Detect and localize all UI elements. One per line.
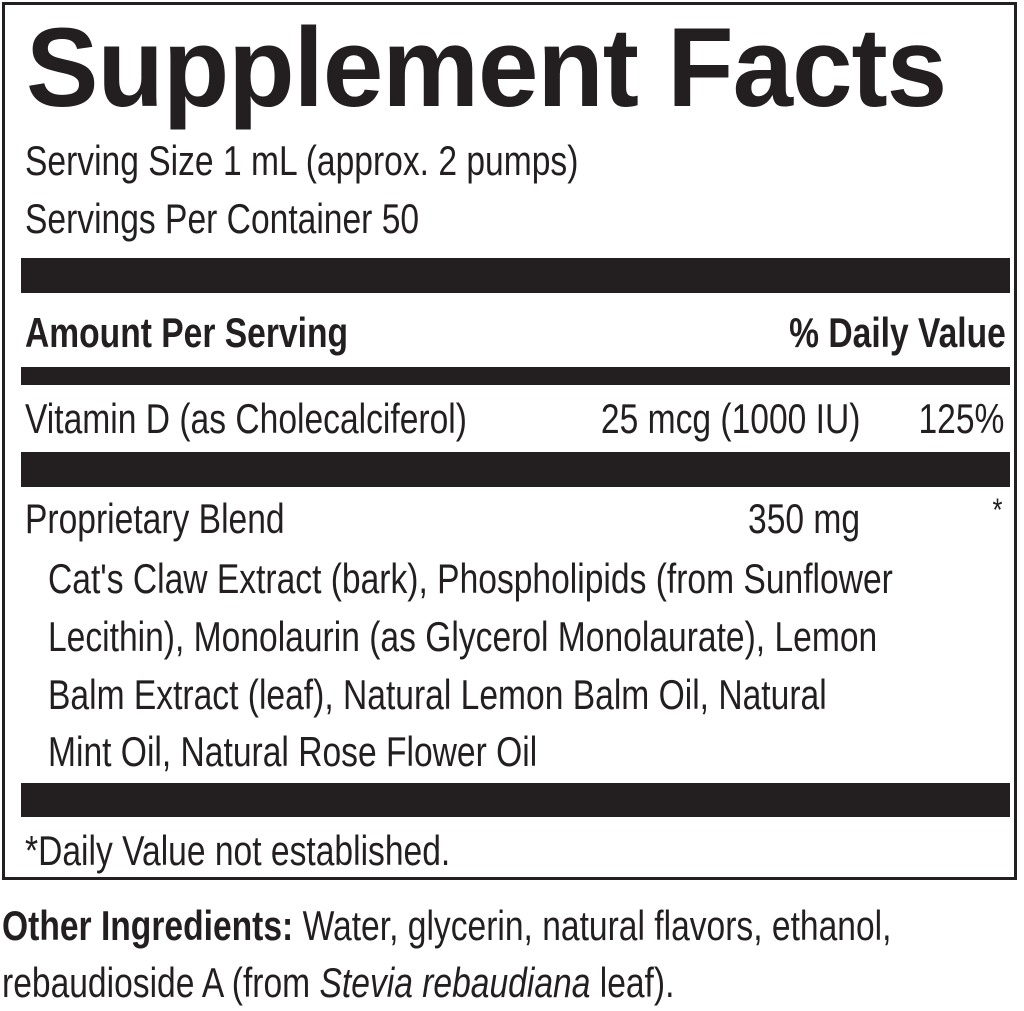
blend-dv: *: [992, 492, 1002, 528]
other-ingredients-text: leaf).: [590, 959, 675, 1006]
blend-name: Proprietary Blend: [25, 495, 285, 542]
other-ingredients-line: rebaudioside A (from Stevia rebaudiana l…: [2, 962, 674, 1004]
blend-ingredients-line: Mint Oil, Natural Rose Flower Oil: [48, 728, 538, 775]
other-ingredients-text: rebaudioside A (from: [2, 959, 320, 1006]
stevia-name: Stevia rebaudiana: [319, 959, 591, 1006]
supplement-facts-panel: [2, 2, 1017, 880]
divider-thick: [21, 258, 1010, 293]
vitamin-d-dv: 125%: [918, 395, 1004, 442]
blend-ingredients-line: Balm Extract (leaf), Natural Lemon Balm …: [48, 671, 827, 718]
footnote: *Daily Value not established.: [25, 827, 451, 874]
vitamin-d-name: Vitamin D (as Cholecalciferol): [25, 395, 467, 442]
other-ingredients-line: Other Ingredients: Water, glycerin, natu…: [2, 905, 891, 947]
panel-title: Supplement Facts: [26, 5, 947, 130]
blend-ingredients-line: Lecithin), Monolaurin (as Glycerol Monol…: [48, 613, 878, 660]
vitamin-d-amount: 25 mcg (1000 IU): [600, 395, 860, 442]
serving-size: Serving Size 1 mL (approx. 2 pumps): [25, 137, 579, 184]
other-ingredients-label: Other Ingredients:: [2, 902, 294, 949]
divider-thick: [21, 452, 1010, 487]
servings-per-container: Servings Per Container 50: [25, 195, 420, 242]
divider-thick: [21, 783, 1010, 817]
divider-medium: [21, 367, 1010, 385]
blend-amount: 350 mg: [747, 495, 860, 542]
daily-value-header: % Daily Value: [789, 309, 1006, 356]
other-ingredients-text: Water, glycerin, natural flavors, ethano…: [293, 902, 892, 949]
blend-ingredients-line: Cat's Claw Extract (bark), Phospholipids…: [48, 555, 893, 602]
amount-per-serving-header: Amount Per Serving: [25, 309, 348, 356]
